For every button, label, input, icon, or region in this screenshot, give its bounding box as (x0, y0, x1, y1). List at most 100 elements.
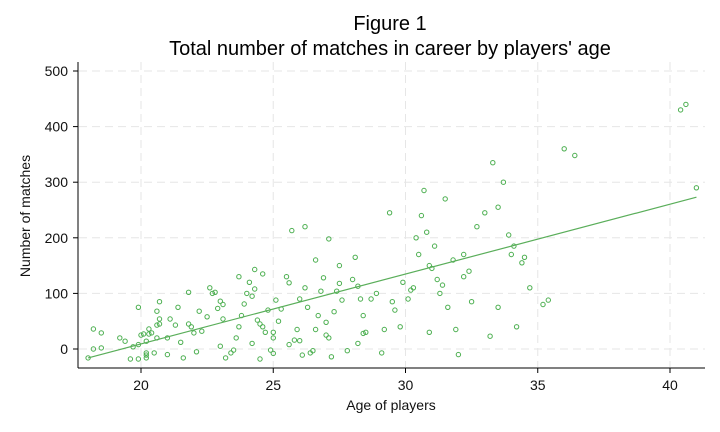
data-point (490, 160, 496, 166)
data-point (207, 285, 213, 291)
data-point (212, 289, 218, 295)
x-tick-label: 40 (662, 377, 678, 393)
data-point (156, 299, 163, 305)
data-point (140, 331, 147, 337)
data-point (193, 349, 200, 355)
data-point (397, 324, 403, 330)
chart-title: Figure 1 (353, 13, 426, 35)
data-point (143, 338, 150, 344)
data-point (90, 326, 97, 332)
data-point (257, 321, 263, 327)
data-point (204, 314, 210, 320)
data-point (143, 350, 150, 356)
data-point (312, 326, 319, 333)
scatter-points (85, 101, 700, 362)
data-point (540, 301, 546, 308)
data-point (156, 316, 163, 322)
data-point (513, 324, 520, 330)
data-point (249, 340, 255, 347)
data-point (315, 312, 321, 319)
data-point (233, 335, 239, 341)
x-tick-label: 25 (265, 377, 281, 393)
x-tick-label: 20 (133, 377, 149, 393)
data-point (429, 265, 435, 272)
data-point (273, 297, 279, 303)
data-point (260, 324, 266, 330)
data-point (148, 330, 155, 336)
y-axis-label: Number of matches (17, 155, 33, 277)
data-point (302, 224, 308, 230)
x-tick-label: 35 (530, 377, 546, 393)
data-point (164, 351, 171, 358)
data-point (336, 280, 343, 287)
data-point (421, 187, 427, 194)
data-point (683, 101, 689, 108)
data-point (506, 232, 512, 238)
data-point (156, 321, 163, 327)
data-point (437, 290, 443, 297)
data-point (527, 285, 533, 291)
data-point (360, 312, 366, 319)
data-point (191, 330, 197, 336)
x-tick-label: 30 (398, 377, 414, 393)
data-point (352, 254, 358, 260)
data-point (379, 350, 385, 356)
data-point (349, 276, 356, 283)
data-point (328, 354, 335, 360)
data-point (175, 304, 181, 310)
data-point (561, 146, 567, 152)
data-point (199, 328, 205, 334)
data-point (122, 338, 128, 344)
data-point (439, 282, 446, 288)
data-point (270, 329, 276, 335)
data-point (405, 296, 411, 302)
data-point (299, 352, 305, 358)
data-point (241, 301, 247, 307)
data-point (178, 339, 184, 345)
data-point (381, 326, 387, 333)
data-point (355, 340, 361, 347)
data-point (426, 329, 432, 335)
data-point (270, 335, 276, 341)
data-point (519, 260, 525, 266)
data-point (146, 331, 152, 337)
data-point (487, 333, 493, 339)
data-point (236, 274, 242, 280)
data-point (418, 212, 425, 219)
data-point (185, 289, 192, 295)
data-point (220, 301, 226, 308)
data-point (442, 196, 448, 202)
data-point (286, 280, 292, 286)
data-point (302, 285, 308, 291)
x-axis-label: Age of players (346, 397, 436, 413)
data-point (215, 305, 221, 312)
data-point (98, 345, 105, 351)
data-point (495, 204, 501, 210)
y-tick-label: 500 (45, 63, 69, 79)
y-tick-label: 100 (45, 285, 69, 301)
data-point (143, 352, 150, 358)
data-point (257, 356, 263, 362)
data-point (294, 326, 300, 333)
data-point (252, 286, 258, 292)
data-point (172, 322, 179, 328)
data-point (445, 304, 451, 310)
chart-subtitle: Total number of matches in career by pla… (169, 38, 611, 60)
data-point (326, 335, 332, 341)
data-point (318, 288, 324, 294)
data-point (677, 107, 684, 113)
data-point (344, 348, 350, 354)
data-point (98, 330, 105, 336)
data-point (151, 350, 157, 356)
data-point (154, 322, 160, 328)
x-axis-ticks: 20 25 30 35 40 (133, 368, 678, 393)
data-point (230, 347, 237, 353)
data-point (262, 329, 268, 335)
data-point (135, 356, 142, 362)
data-point (260, 271, 266, 277)
data-point (424, 229, 430, 235)
data-point (392, 307, 398, 313)
data-point (291, 337, 298, 343)
data-point (275, 318, 282, 324)
